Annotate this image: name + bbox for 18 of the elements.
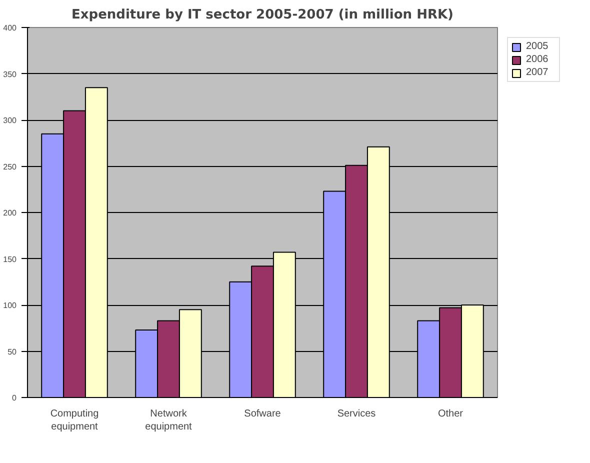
- y-tick-label: 100: [3, 301, 18, 310]
- x-tick-label: Other: [438, 408, 464, 420]
- x-tick-label: Services: [337, 408, 376, 420]
- chart-title: Expenditure by IT sector 2005-2007 (in million HRK): [72, 8, 454, 22]
- x-tick-label: Computing equipment: [50, 408, 99, 433]
- y-tick-label: 50: [8, 347, 18, 356]
- legend-label: 2005: [526, 41, 550, 52]
- y-tick-label: 150: [3, 254, 18, 264]
- legend-label: 2007: [526, 67, 550, 78]
- y-tick-label: 300: [3, 116, 18, 125]
- y-tick-label: 350: [3, 70, 18, 79]
- y-tick-label: 200: [3, 208, 18, 218]
- x-tick-label: Network equipment: [145, 408, 192, 433]
- legend-label: 2006: [526, 54, 550, 65]
- y-tick-label: 400: [3, 24, 18, 32]
- x-tick-label: Sofware: [244, 408, 282, 420]
- y-tick-label: 0: [12, 394, 18, 402]
- y-tick-label: 250: [3, 162, 18, 172]
